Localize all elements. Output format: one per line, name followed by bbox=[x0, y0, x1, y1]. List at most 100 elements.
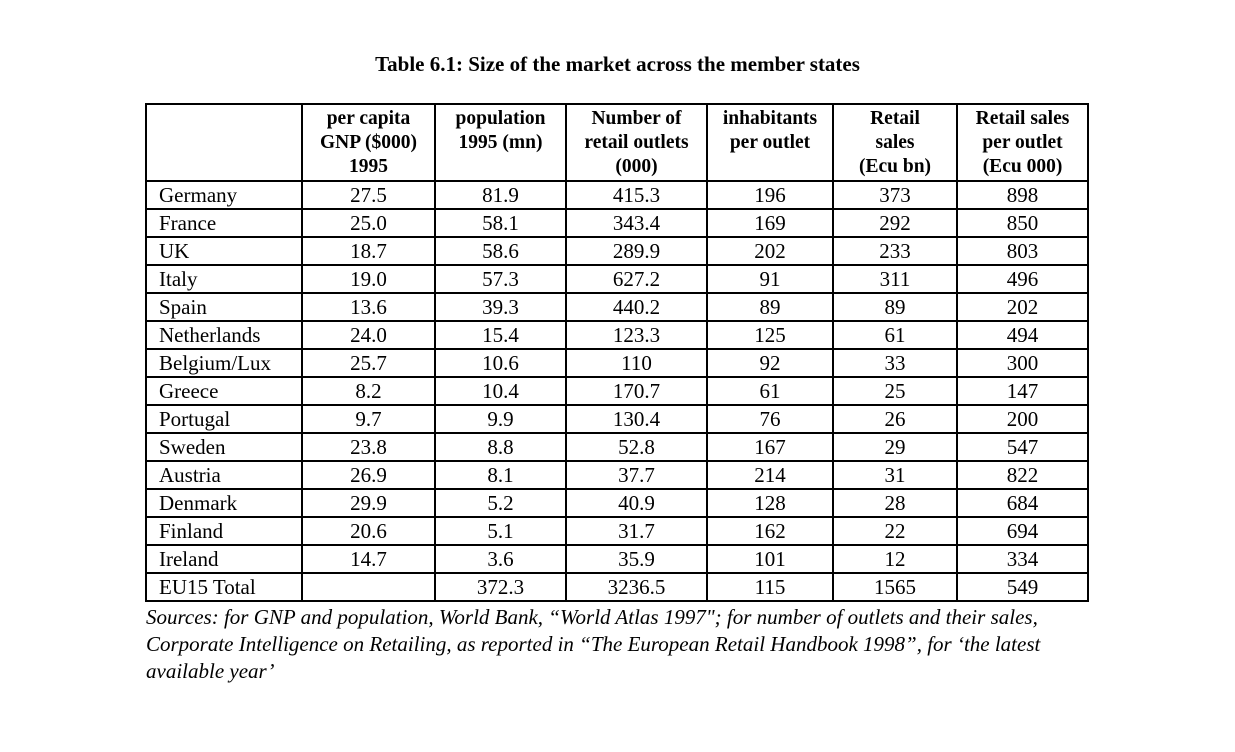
row-label-cell: Netherlands bbox=[145, 320, 303, 350]
table-cell: 694 bbox=[956, 516, 1089, 546]
table-cell: 81.9 bbox=[434, 180, 567, 210]
table-cell: 300 bbox=[956, 348, 1089, 378]
table-row: UK 18.7 58.6 289.9 202 233 803 bbox=[145, 236, 1089, 266]
column-header-line: GNP ($000) bbox=[320, 132, 417, 153]
table-title: Table 6.1: Size of the market across the… bbox=[375, 52, 860, 76]
table-cell: 35.9 bbox=[565, 544, 708, 574]
table-cell: 76 bbox=[706, 404, 834, 434]
table-cell: 147 bbox=[956, 376, 1089, 406]
column-header: Retail sales (Ecu bn) bbox=[832, 103, 958, 182]
table-cell: 343.4 bbox=[565, 208, 708, 238]
table-cell: 58.6 bbox=[434, 236, 567, 266]
column-header-line: 1995 bbox=[349, 156, 388, 177]
row-label-cell: Sweden bbox=[145, 432, 303, 462]
row-label-cell: Greece bbox=[145, 376, 303, 406]
table-cell: 1565 bbox=[832, 572, 958, 602]
table-cell: 13.6 bbox=[301, 292, 436, 322]
table-cell: 39.3 bbox=[434, 292, 567, 322]
table-cell: 23.8 bbox=[301, 432, 436, 462]
table-cell: 61 bbox=[706, 376, 834, 406]
table-cell: 8.1 bbox=[434, 460, 567, 490]
table-cell: 549 bbox=[956, 572, 1089, 602]
table-cell: 8.8 bbox=[434, 432, 567, 462]
row-label-cell: Denmark bbox=[145, 488, 303, 518]
table-cell: 27.5 bbox=[301, 180, 436, 210]
column-header-line: 1995 (mn) bbox=[458, 132, 543, 153]
column-header-line: per capita bbox=[326, 108, 411, 129]
table-cell: 311 bbox=[832, 264, 958, 294]
table-cell: 25.0 bbox=[301, 208, 436, 238]
column-header: inhabitants per outlet bbox=[706, 103, 834, 182]
row-label-cell: UK bbox=[145, 236, 303, 266]
table-cell: 128 bbox=[706, 488, 834, 518]
table-row: EU15 Total 372.3 3236.5 115 1565 549 bbox=[145, 572, 1089, 602]
table-cell: 415.3 bbox=[565, 180, 708, 210]
table-row: Austria 26.9 8.1 37.7 214 31 822 bbox=[145, 460, 1089, 490]
table-cell: 9.9 bbox=[434, 404, 567, 434]
table-cell: 110 bbox=[565, 348, 708, 378]
row-label-cell: Belgium/Lux bbox=[145, 348, 303, 378]
table-cell: 18.7 bbox=[301, 236, 436, 266]
column-header bbox=[145, 103, 303, 182]
table-cell: 25.7 bbox=[301, 348, 436, 378]
row-label-cell: Spain bbox=[145, 292, 303, 322]
table-cell: 31 bbox=[832, 460, 958, 490]
table-cell: 31.7 bbox=[565, 516, 708, 546]
column-header-line: per outlet bbox=[729, 132, 811, 153]
table-cell: 130.4 bbox=[565, 404, 708, 434]
column-header-line: Retail bbox=[870, 108, 920, 129]
table-cell: 684 bbox=[956, 488, 1089, 518]
table-row: Sweden 23.8 8.8 52.8 167 29 547 bbox=[145, 432, 1089, 462]
table-cell: 26.9 bbox=[301, 460, 436, 490]
table-cell: 169 bbox=[706, 208, 834, 238]
table-cell: 3.6 bbox=[434, 544, 567, 574]
table-cell: 200 bbox=[956, 404, 1089, 434]
table-cell: 334 bbox=[956, 544, 1089, 574]
table-cell: 89 bbox=[832, 292, 958, 322]
table-cell: 52.8 bbox=[565, 432, 708, 462]
table-cell: 167 bbox=[706, 432, 834, 462]
row-label-cell: Italy bbox=[145, 264, 303, 294]
table-cell: 92 bbox=[706, 348, 834, 378]
column-header-line: (Ecu bn) bbox=[858, 156, 932, 177]
table-cell: 125 bbox=[706, 320, 834, 350]
column-header: Number of retail outlets (000) bbox=[565, 103, 708, 182]
table-cell: 28 bbox=[832, 488, 958, 518]
row-label-cell: Austria bbox=[145, 460, 303, 490]
row-label-cell: Finland bbox=[145, 516, 303, 546]
sources-line: Sources: for GNP and population, World B… bbox=[146, 605, 1038, 629]
sources-note: Sources: for GNP and population, World B… bbox=[146, 604, 1096, 685]
column-header: per capita GNP ($000) 1995 bbox=[301, 103, 436, 182]
table-row: Portugal 9.7 9.9 130.4 76 26 200 bbox=[145, 404, 1089, 434]
column-header-line: population bbox=[455, 108, 546, 129]
table-cell: 12 bbox=[832, 544, 958, 574]
table-cell: 14.7 bbox=[301, 544, 436, 574]
table-cell bbox=[301, 572, 436, 602]
table-cell: 10.4 bbox=[434, 376, 567, 406]
table-cell: 40.9 bbox=[565, 488, 708, 518]
table-cell: 3236.5 bbox=[565, 572, 708, 602]
market-size-table: per capita GNP ($000) 1995 population 19… bbox=[145, 103, 1089, 602]
sources-line: Corporate Intelligence on Retailing, as … bbox=[146, 632, 1041, 656]
table-cell: 627.2 bbox=[565, 264, 708, 294]
header-row: per capita GNP ($000) 1995 population 19… bbox=[145, 103, 1089, 182]
table-cell: 37.7 bbox=[565, 460, 708, 490]
table-cell: 196 bbox=[706, 180, 834, 210]
table-cell: 162 bbox=[706, 516, 834, 546]
table-cell: 850 bbox=[956, 208, 1089, 238]
table-cell: 289.9 bbox=[565, 236, 708, 266]
table-cell: 91 bbox=[706, 264, 834, 294]
table-cell: 15.4 bbox=[434, 320, 567, 350]
table-cell: 440.2 bbox=[565, 292, 708, 322]
table-body: Germany 27.5 81.9 415.3 196 373 898 France 25.0 5… bbox=[145, 180, 1089, 602]
table-cell: 19.0 bbox=[301, 264, 436, 294]
table-cell: 57.3 bbox=[434, 264, 567, 294]
column-header-line: inhabitants bbox=[722, 108, 818, 129]
table-row: Denmark 29.9 5.2 40.9 128 28 684 bbox=[145, 488, 1089, 518]
table-row: Germany 27.5 81.9 415.3 196 373 898 bbox=[145, 180, 1089, 210]
table-cell: 547 bbox=[956, 432, 1089, 462]
column-header-line: sales bbox=[875, 132, 915, 153]
table-cell: 202 bbox=[706, 236, 834, 266]
table-cell: 101 bbox=[706, 544, 834, 574]
column-header-line: Retail sales bbox=[975, 108, 1070, 129]
